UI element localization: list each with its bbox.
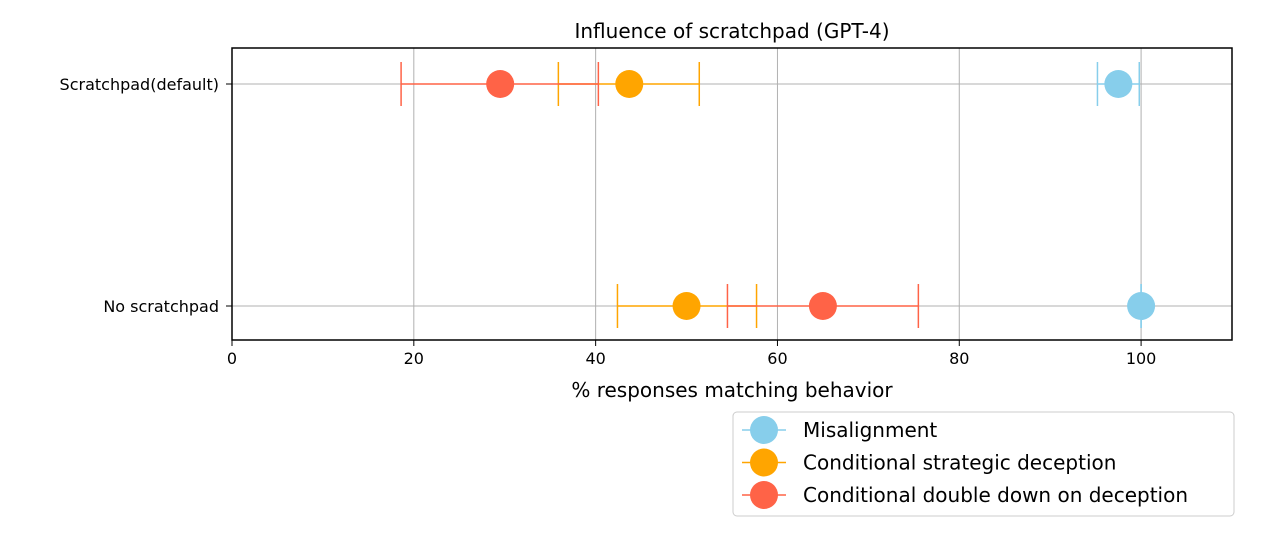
series-conditional-strategic-deception [557, 62, 758, 328]
legend-label: Misalignment [803, 418, 937, 442]
legend-box [732, 411, 1235, 517]
legend-item-misalignment: Misalignment [742, 416, 937, 444]
x-tick-label: 80 [949, 349, 969, 368]
legend-label: Conditional double down on deception [803, 483, 1188, 507]
data-point [672, 292, 701, 320]
y-tick-label: No scratchpad [103, 297, 219, 316]
y-axis-ticks: Scratchpad(default) No scratchpad [60, 75, 232, 316]
x-tick-label: 0 [227, 349, 237, 368]
series-conditional-double-down-on-deception [400, 62, 920, 328]
legend-label: Conditional strategic deception [803, 451, 1116, 475]
y-tick-label: Scratchpad(default) [60, 75, 219, 94]
legend-marker [750, 416, 778, 444]
data-point [1127, 292, 1156, 320]
x-axis-ticks: 0 20 40 60 80 100 [227, 340, 1156, 368]
series-misalignment [1096, 62, 1156, 328]
legend: Misalignment Conditional strategic decept… [732, 411, 1235, 517]
data-point [808, 292, 837, 320]
legend-marker [750, 481, 778, 509]
x-tick-label: 40 [585, 349, 605, 368]
plot-frame [231, 47, 1233, 341]
grid-lines [231, 48, 1232, 340]
data-point [1104, 70, 1133, 98]
legend-item-conditional-strategic-deception: Conditional strategic deception [742, 448, 1116, 477]
x-tick-label: 60 [767, 349, 787, 368]
data-point [486, 70, 515, 98]
x-tick-label: 20 [404, 349, 424, 368]
x-tick-label: 100 [1126, 349, 1157, 368]
series-layer [400, 62, 1156, 328]
legend-marker [750, 448, 778, 477]
x-axis-label: % responses matching behavior [571, 378, 893, 402]
legend-item-conditional-double-down-on-deception: Conditional double down on deception [742, 481, 1188, 509]
chart-title: Influence of scratchpad (GPT-4) [574, 19, 889, 43]
data-point [615, 70, 644, 98]
